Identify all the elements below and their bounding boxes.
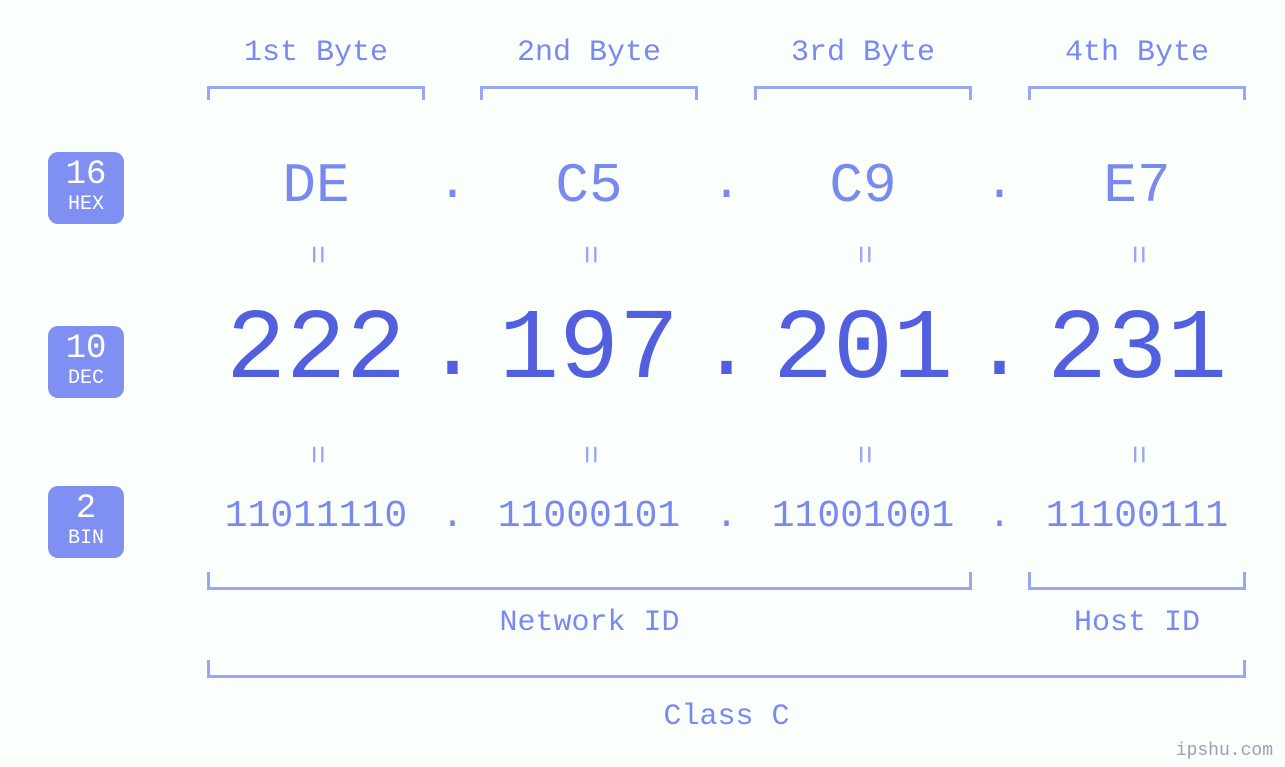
byte-header-label: 3rd Byte bbox=[754, 36, 972, 70]
bin-badge-sys: BIN bbox=[48, 528, 124, 550]
byte-header-bracket bbox=[207, 86, 425, 100]
network-id-label: Network ID bbox=[207, 606, 972, 640]
hex-byte: E7 bbox=[1028, 158, 1246, 214]
bin-byte: 11100111 bbox=[1028, 498, 1246, 536]
hex-dot: . bbox=[972, 160, 1027, 210]
dec-badge-sys: DEC bbox=[48, 368, 124, 390]
dec-byte: 197 bbox=[480, 302, 698, 402]
byte-header-bracket bbox=[754, 86, 972, 100]
equals-dec-bin: = bbox=[1119, 439, 1156, 471]
network-id-bracket bbox=[207, 572, 972, 590]
equals-hex-dec: = bbox=[298, 239, 335, 271]
dec-dot: . bbox=[425, 306, 480, 396]
hex-dot: . bbox=[699, 160, 754, 210]
byte-header-bracket bbox=[1028, 86, 1246, 100]
watermark: ipshu.com bbox=[1176, 741, 1273, 761]
hex-badge-base: 16 bbox=[48, 158, 124, 192]
equals-hex-dec: = bbox=[1119, 239, 1156, 271]
hex-byte: C9 bbox=[754, 158, 972, 214]
bin-dot: . bbox=[972, 498, 1027, 536]
dec-badge-base: 10 bbox=[48, 332, 124, 366]
equals-hex-dec: = bbox=[571, 239, 608, 271]
dec-byte: 201 bbox=[754, 302, 972, 402]
bin-byte: 11011110 bbox=[207, 498, 425, 536]
bin-byte: 11001001 bbox=[754, 498, 972, 536]
bin-byte: 11000101 bbox=[480, 498, 698, 536]
hex-dot: . bbox=[425, 160, 480, 210]
dec-badge: 10DEC bbox=[48, 326, 124, 398]
hex-badge-sys: HEX bbox=[48, 194, 124, 216]
host-id-label: Host ID bbox=[1028, 606, 1246, 640]
dec-dot: . bbox=[972, 306, 1027, 396]
hex-badge: 16HEX bbox=[48, 152, 124, 224]
byte-header-bracket bbox=[480, 86, 698, 100]
byte-header-label: 2nd Byte bbox=[480, 36, 698, 70]
byte-header-label: 4th Byte bbox=[1028, 36, 1246, 70]
dec-dot: . bbox=[699, 306, 754, 396]
bin-dot: . bbox=[699, 498, 754, 536]
byte-header-label: 1st Byte bbox=[207, 36, 425, 70]
equals-dec-bin: = bbox=[845, 439, 882, 471]
bin-dot: . bbox=[425, 498, 480, 536]
bin-badge-base: 2 bbox=[48, 492, 124, 526]
hex-byte: C5 bbox=[480, 158, 698, 214]
hex-byte: DE bbox=[207, 158, 425, 214]
class-bracket bbox=[207, 660, 1246, 678]
equals-dec-bin: = bbox=[571, 439, 608, 471]
dec-byte: 222 bbox=[207, 302, 425, 402]
equals-hex-dec: = bbox=[845, 239, 882, 271]
host-id-bracket bbox=[1028, 572, 1246, 590]
class-label: Class C bbox=[207, 700, 1246, 734]
dec-byte: 231 bbox=[1028, 302, 1246, 402]
equals-dec-bin: = bbox=[298, 439, 335, 471]
bin-badge: 2BIN bbox=[48, 486, 124, 558]
